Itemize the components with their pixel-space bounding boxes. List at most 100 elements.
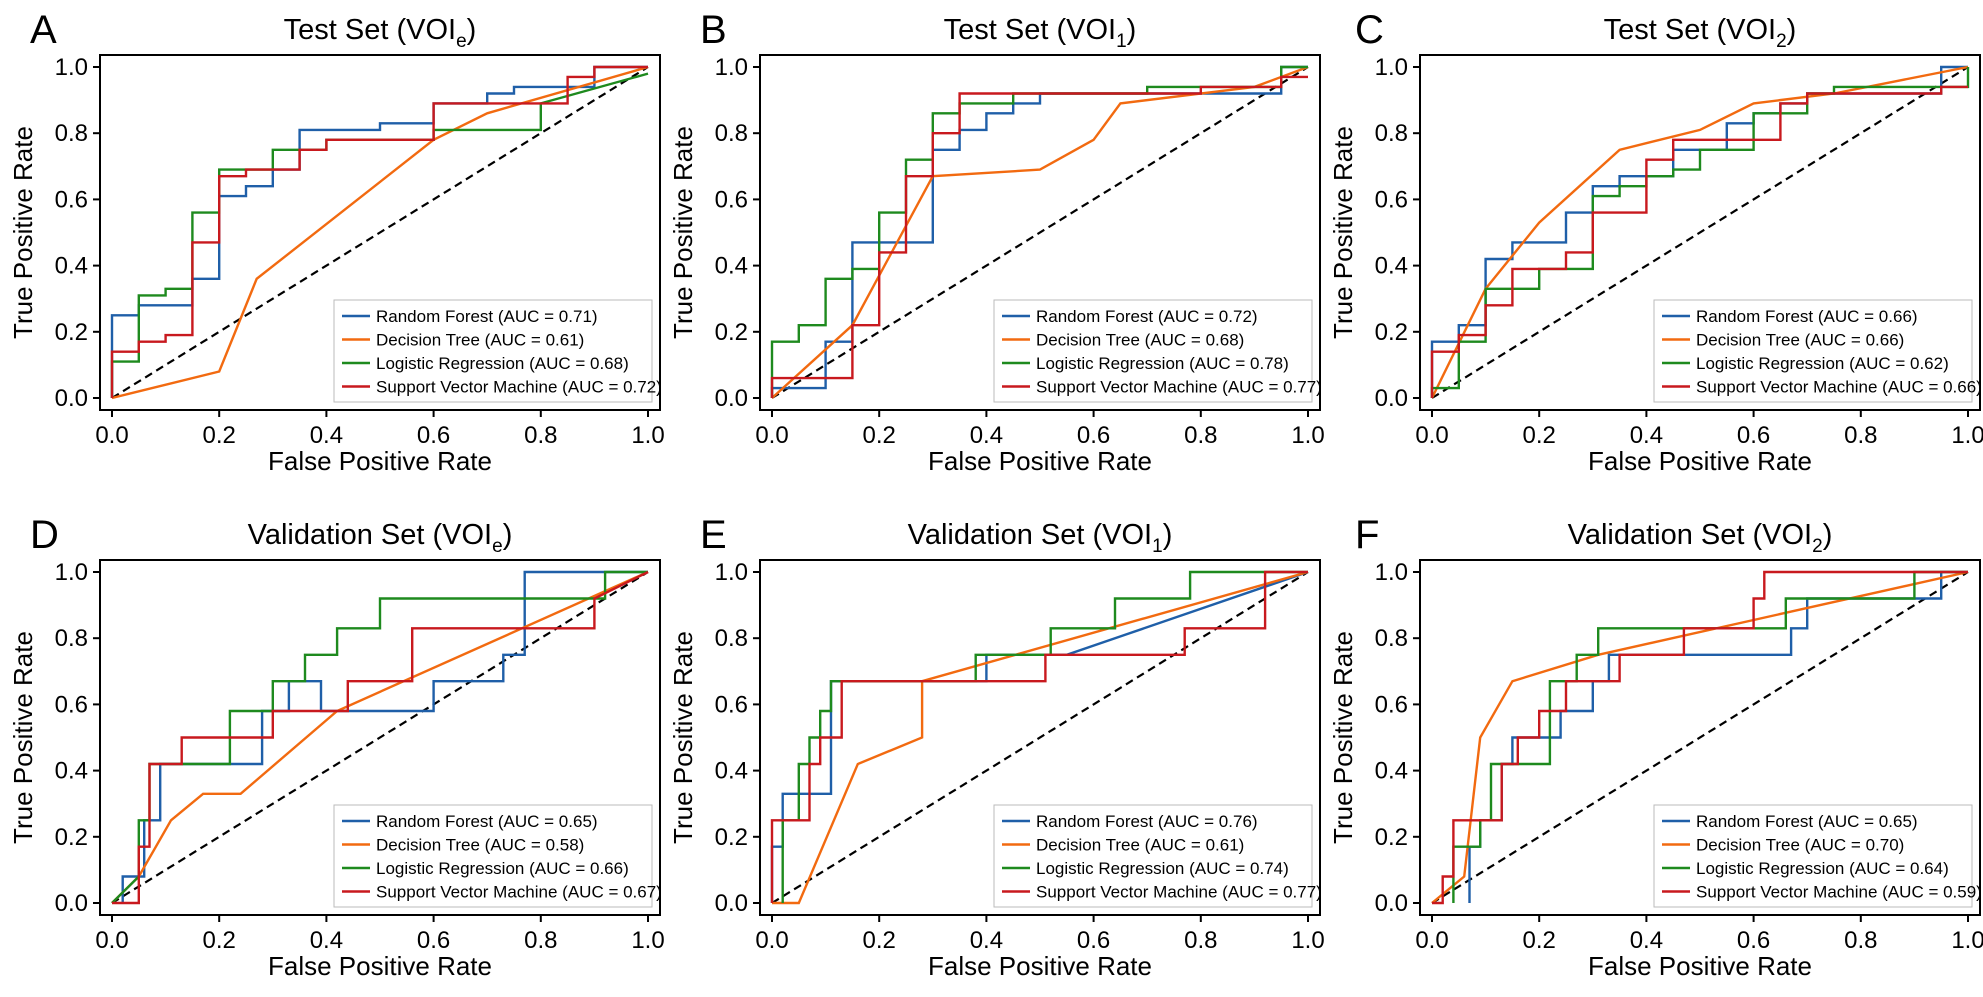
y-tick-label: 0.2 — [715, 319, 748, 346]
legend-box — [333, 804, 653, 908]
y-tick-label: 0.6 — [715, 186, 748, 213]
y-tick-label: 0.2 — [55, 319, 88, 346]
y-tick-label: 0.4 — [715, 253, 748, 280]
legend-label-svm: Support Vector Machine (AUC = 0.66) — [1696, 378, 1982, 397]
axes-frame — [1419, 54, 1981, 411]
series-line-svm — [112, 570, 649, 905]
legend-label-svm: Support Vector Machine (AUC = 0.77) — [1036, 883, 1322, 902]
chart-title: Validation Set (VOI1) — [908, 519, 1173, 557]
series-line-lr — [770, 65, 1308, 398]
series-line-svm — [1432, 570, 1968, 905]
x-tick-label: 0.2 — [1523, 422, 1556, 449]
panel-b: B Test Set (VOI1) 0.0 0.2 0.4 0.6 0.8 1.0 0.0 0.2… — [668, 8, 1325, 476]
legend-label-lr: Logistic Regression (AUC = 0.64) — [1696, 859, 1949, 878]
legend-label-lr: Logistic Regression (AUC = 0.74) — [1036, 859, 1289, 878]
panel-a: A Test Set (VOIe) 0.0 0.2 0.4 0.6 0.8 1.0 0.0 0.2… — [8, 8, 665, 476]
y-axis-label: True Positive Rate — [8, 126, 38, 339]
x-tick-label: 0.8 — [1844, 927, 1877, 954]
panel-letter: A — [30, 8, 57, 52]
axes-frame — [99, 559, 661, 916]
legend-label-svm: Support Vector Machine (AUC = 0.67) — [376, 883, 662, 902]
y-tick-label: 1.0 — [55, 54, 88, 81]
legend-label-dt: Decision Tree (AUC = 0.61) — [1036, 836, 1244, 855]
x-axis-label: False Positive Rate — [1588, 951, 1812, 981]
y-tick-label: 1.0 — [1375, 54, 1408, 81]
title-subscript: 2 — [1812, 536, 1823, 557]
y-tick-label: 0.2 — [715, 824, 748, 851]
x-tick-label: 0.4 — [1630, 422, 1663, 449]
legend-label-lr: Logistic Regression (AUC = 0.78) — [1036, 354, 1289, 373]
panel-e: E Validation Set (VOI1) 0.0 0.2 0.4 0.6 0.8 1.0… — [668, 513, 1325, 981]
x-axis-label: False Positive Rate — [928, 951, 1152, 981]
chart-title: Validation Set (VOI2) — [1568, 519, 1833, 557]
y-tick-label: 0.6 — [55, 186, 88, 213]
x-tick-label: 0.6 — [417, 422, 450, 449]
y-tick-label: 0.0 — [715, 385, 748, 412]
legend-box — [333, 299, 653, 403]
series-line-svm — [770, 75, 1308, 398]
title-subscript: e — [492, 536, 503, 557]
x-tick-label: 0.2 — [863, 927, 896, 954]
y-tick-label: 0.6 — [715, 691, 748, 718]
legend: Random Forest (AUC = 0.71) Decision Tree … — [333, 299, 662, 403]
chart-title: Test Set (VOI1) — [944, 14, 1137, 52]
series-line-lr — [781, 570, 1308, 903]
x-tick-label: 0.0 — [755, 422, 788, 449]
y-tick-label: 0.0 — [1375, 890, 1408, 917]
chart-title: Validation Set (VOIe) — [248, 519, 513, 557]
x-tick-label: 0.0 — [95, 422, 128, 449]
x-tick-label: 0.4 — [1630, 927, 1663, 954]
legend-label-lr: Logistic Regression (AUC = 0.62) — [1696, 354, 1949, 373]
series-line-svm — [110, 65, 648, 398]
legend-label-rf: Random Forest (AUC = 0.71) — [376, 307, 598, 326]
title-subscript: e — [456, 31, 467, 52]
legend-label-dt: Decision Tree (AUC = 0.58) — [376, 836, 584, 855]
series-line-svm — [1430, 85, 1968, 398]
title-main: Validation Set (VOI — [1568, 519, 1812, 551]
legend-label-lr: Logistic Regression (AUC = 0.68) — [376, 354, 629, 373]
legend-label-lr: Logistic Regression (AUC = 0.66) — [376, 859, 629, 878]
x-tick-label: 0.0 — [1415, 422, 1448, 449]
title-main: Validation Set (VOI — [248, 519, 492, 551]
x-axis-label: False Positive Rate — [268, 951, 492, 981]
y-axis-label: True Positive Rate — [1328, 631, 1358, 844]
x-tick-label: 1.0 — [631, 927, 664, 954]
y-tick-label: 0.4 — [55, 758, 88, 785]
legend-label-rf: Random Forest (AUC = 0.65) — [1696, 812, 1918, 831]
title-subscript: 1 — [1116, 31, 1127, 52]
y-tick-label: 0.8 — [55, 625, 88, 652]
x-tick-label: 0.0 — [95, 927, 128, 954]
y-axis-label: True Positive Rate — [668, 631, 698, 844]
legend: Random Forest (AUC = 0.65) Decision Tree … — [333, 804, 662, 908]
x-tick-label: 0.8 — [1184, 927, 1217, 954]
x-tick-label: 0.6 — [1077, 927, 1110, 954]
panel-letter: B — [700, 8, 727, 52]
legend-box — [993, 804, 1313, 908]
x-tick-label: 1.0 — [1951, 422, 1983, 449]
legend-label-dt: Decision Tree (AUC = 0.70) — [1696, 836, 1904, 855]
x-tick-label: 0.8 — [1844, 422, 1877, 449]
title-end: ) — [1127, 14, 1137, 46]
y-tick-label: 0.4 — [715, 758, 748, 785]
y-tick-label: 1.0 — [55, 559, 88, 586]
title-main: Test Set (VOI — [284, 14, 456, 46]
x-tick-label: 1.0 — [1951, 927, 1983, 954]
y-tick-label: 0.8 — [1375, 625, 1408, 652]
y-tick-label: 0.8 — [715, 120, 748, 147]
x-axis-label: False Positive Rate — [268, 446, 492, 476]
panel-f: F Validation Set (VOI2) 0.0 0.2 0.4 0.6 0.8 1.0… — [1328, 513, 1983, 981]
legend-box — [993, 299, 1313, 403]
x-tick-label: 0.8 — [1184, 422, 1217, 449]
legend: Random Forest (AUC = 0.76) Decision Tree … — [993, 804, 1322, 908]
chance-diagonal-line — [1431, 66, 1969, 399]
axes-frame — [99, 54, 661, 411]
panel-letter: F — [1355, 513, 1379, 557]
chart-title: Test Set (VOIe) — [284, 14, 477, 52]
panel-c: C Test Set (VOI2) 0.0 0.2 0.4 0.6 0.8 1.0 0.0 0.2… — [1328, 8, 1983, 476]
y-tick-label: 0.0 — [55, 890, 88, 917]
y-tick-label: 0.0 — [715, 890, 748, 917]
legend-label-rf: Random Forest (AUC = 0.72) — [1036, 307, 1258, 326]
y-tick-label: 0.6 — [1375, 186, 1408, 213]
title-end: ) — [1823, 519, 1833, 551]
